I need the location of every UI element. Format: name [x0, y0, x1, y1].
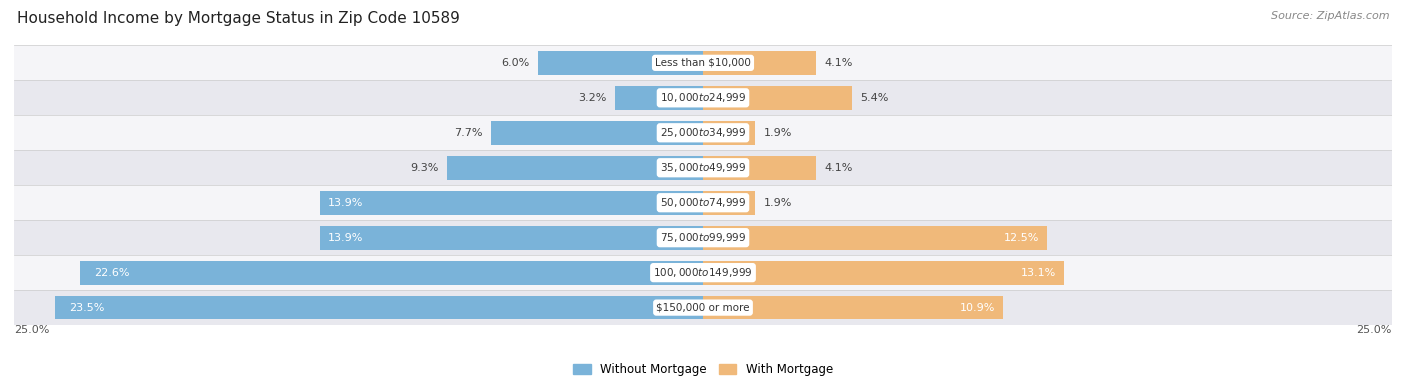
Text: $10,000 to $24,999: $10,000 to $24,999: [659, 91, 747, 104]
Text: 6.0%: 6.0%: [501, 58, 530, 68]
Text: 9.3%: 9.3%: [411, 163, 439, 173]
Text: 13.9%: 13.9%: [328, 198, 364, 208]
Bar: [14, 45, 1392, 81]
Bar: [14, 115, 1392, 150]
Text: $25,000 to $34,999: $25,000 to $34,999: [659, 126, 747, 139]
Bar: [14, 185, 1392, 220]
Text: 4.1%: 4.1%: [824, 163, 852, 173]
Bar: [703, 261, 1064, 285]
Bar: [614, 86, 703, 110]
Bar: [14, 220, 1392, 255]
Text: $50,000 to $74,999: $50,000 to $74,999: [659, 196, 747, 209]
Text: 12.5%: 12.5%: [1004, 233, 1039, 243]
Bar: [80, 261, 703, 285]
Text: 22.6%: 22.6%: [94, 268, 129, 277]
Bar: [14, 150, 1392, 185]
Bar: [14, 81, 1392, 115]
Bar: [703, 226, 1047, 249]
Bar: [14, 290, 1392, 325]
Bar: [537, 51, 703, 75]
Text: 10.9%: 10.9%: [960, 303, 995, 313]
Text: Less than $10,000: Less than $10,000: [655, 58, 751, 68]
Bar: [703, 86, 852, 110]
Text: $100,000 to $149,999: $100,000 to $149,999: [654, 266, 752, 279]
Text: 1.9%: 1.9%: [763, 128, 792, 138]
Bar: [703, 156, 815, 180]
Text: 4.1%: 4.1%: [824, 58, 852, 68]
Bar: [703, 51, 815, 75]
Text: 23.5%: 23.5%: [69, 303, 104, 313]
Text: 13.9%: 13.9%: [328, 233, 364, 243]
Text: 5.4%: 5.4%: [860, 93, 889, 103]
Bar: [703, 296, 1004, 319]
Bar: [703, 121, 755, 145]
Text: 13.1%: 13.1%: [1021, 268, 1056, 277]
Text: Household Income by Mortgage Status in Zip Code 10589: Household Income by Mortgage Status in Z…: [17, 11, 460, 26]
Bar: [703, 191, 755, 215]
Text: 1.9%: 1.9%: [763, 198, 792, 208]
Text: $35,000 to $49,999: $35,000 to $49,999: [659, 161, 747, 174]
Text: Source: ZipAtlas.com: Source: ZipAtlas.com: [1271, 11, 1389, 21]
Bar: [55, 296, 703, 319]
Bar: [321, 226, 703, 249]
Bar: [491, 121, 703, 145]
Text: 25.0%: 25.0%: [1357, 325, 1392, 335]
Bar: [447, 156, 703, 180]
Text: 7.7%: 7.7%: [454, 128, 482, 138]
Bar: [321, 191, 703, 215]
Legend: Without Mortgage, With Mortgage: Without Mortgage, With Mortgage: [568, 358, 838, 378]
Text: 3.2%: 3.2%: [578, 93, 606, 103]
Text: 25.0%: 25.0%: [14, 325, 49, 335]
Text: $150,000 or more: $150,000 or more: [657, 303, 749, 313]
Text: $75,000 to $99,999: $75,000 to $99,999: [659, 231, 747, 244]
Bar: [14, 255, 1392, 290]
